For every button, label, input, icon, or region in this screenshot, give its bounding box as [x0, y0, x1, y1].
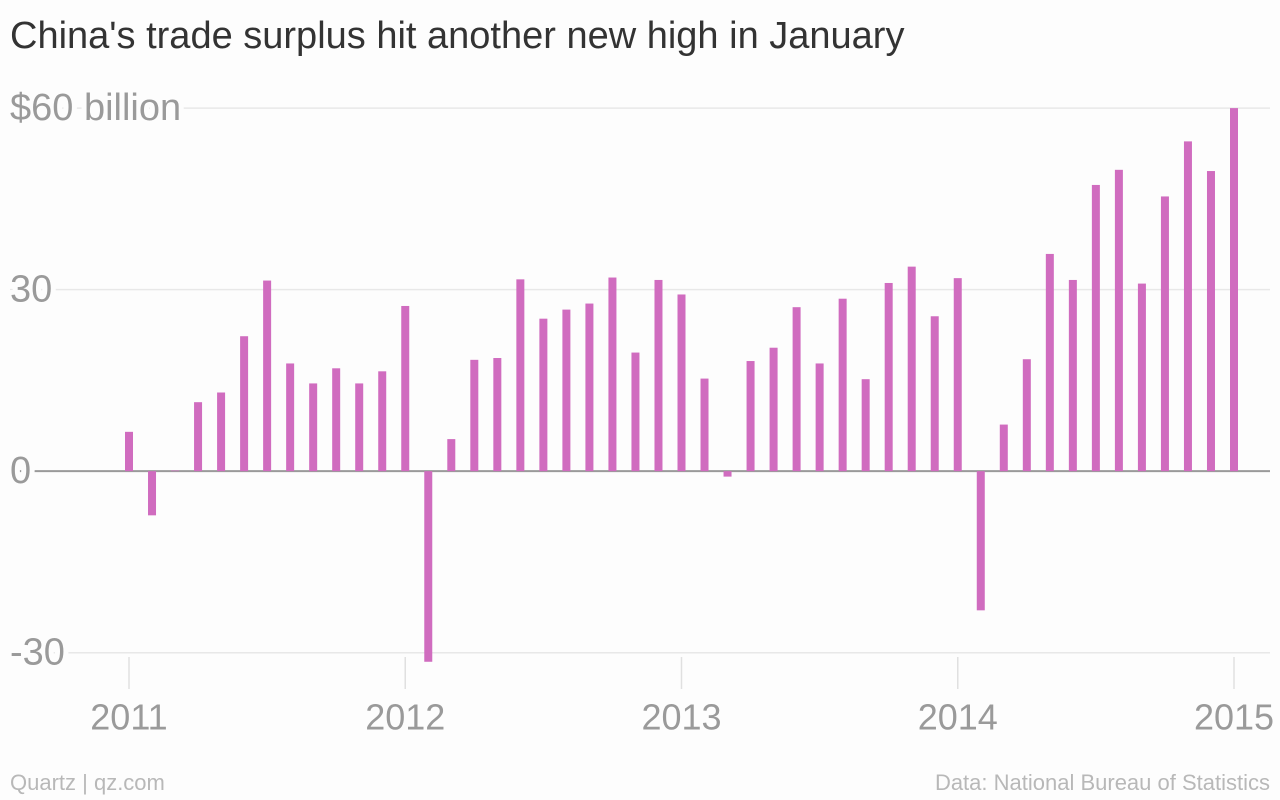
x-tick-label: 2014: [918, 697, 998, 738]
bar: [654, 279, 663, 472]
bar: [355, 383, 364, 472]
bar: [769, 347, 778, 472]
bar: [608, 277, 617, 472]
x-tick-label: 2011: [90, 697, 167, 738]
bar: [1114, 169, 1123, 472]
bar: [240, 336, 249, 472]
bar: [424, 471, 433, 662]
bar: [930, 316, 939, 472]
y-tick-label: 30: [10, 269, 52, 311]
source: Data: National Bureau of Statistics: [935, 770, 1270, 795]
bar: [263, 280, 272, 472]
bar: [217, 392, 226, 472]
bar: [677, 294, 686, 472]
bar: [171, 470, 180, 472]
bar: [286, 363, 295, 472]
y-tick-label: 0: [10, 450, 31, 492]
bar: [493, 358, 502, 472]
bar: [631, 352, 640, 472]
bar: [815, 363, 824, 472]
bar: [447, 439, 456, 472]
y-tick-label: -30: [10, 632, 65, 674]
bar: [470, 359, 479, 472]
bar: [125, 431, 133, 472]
bar: [1068, 279, 1077, 472]
bar: [516, 279, 525, 472]
x-tick-label: 2012: [365, 697, 445, 738]
bar: [999, 424, 1008, 472]
bar: [861, 379, 870, 472]
bar: [907, 266, 916, 472]
chart-title: China's trade surplus hit another new hi…: [10, 15, 904, 57]
x-tick-label: 2013: [641, 697, 721, 738]
bar: [539, 318, 548, 472]
bar: [1160, 196, 1169, 472]
bar: [194, 402, 203, 472]
bar: [838, 298, 847, 472]
bar: [746, 361, 755, 472]
bar: [976, 471, 985, 611]
bar: [792, 307, 801, 472]
y-tick-label: $60 billion: [10, 87, 181, 129]
bar: [401, 305, 410, 472]
bar: [1045, 253, 1054, 472]
x-tick-label: 2015: [1194, 697, 1274, 738]
bar: [700, 378, 709, 472]
bar: [378, 371, 387, 472]
bar: [1183, 141, 1192, 472]
bar: [1206, 171, 1215, 472]
bar: [723, 471, 732, 477]
bar: [1022, 359, 1031, 472]
bar: [332, 368, 341, 472]
bar: [562, 309, 571, 472]
credit: Quartz | qz.com: [10, 770, 165, 795]
bar: [148, 471, 157, 516]
bar: [884, 282, 893, 472]
bar: [953, 278, 962, 472]
bar: [1137, 283, 1146, 472]
bar: [1091, 184, 1100, 472]
bar: [1230, 108, 1238, 472]
bar: [585, 303, 594, 472]
bar: [309, 383, 318, 472]
